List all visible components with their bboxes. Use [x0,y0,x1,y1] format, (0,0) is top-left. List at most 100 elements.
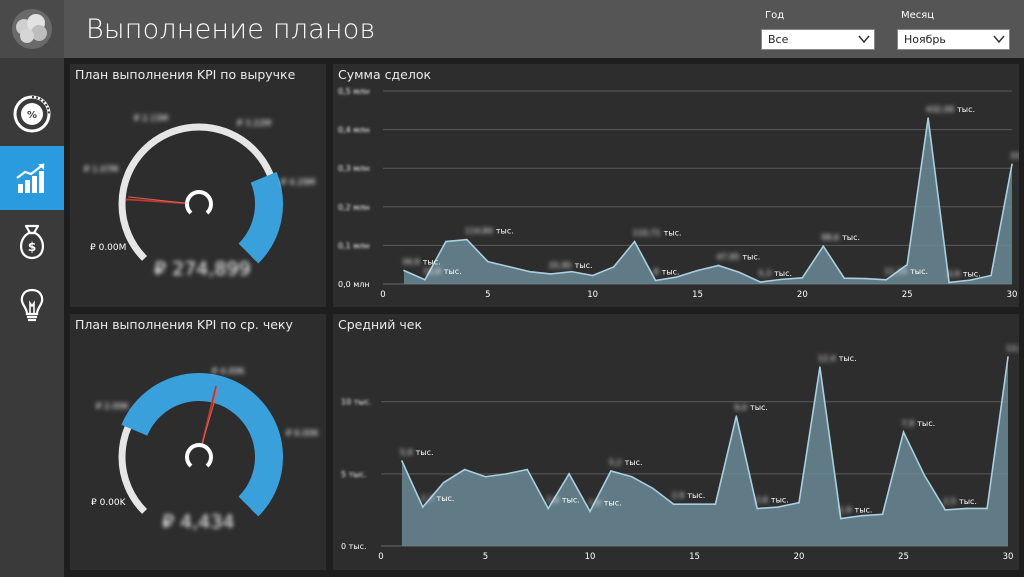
gauge-tick-label: ₽ 6.00K [286,429,319,439]
data-label-unit: тыс. [662,268,680,277]
data-point [801,277,804,279]
data-label-value: 310,45 [1010,151,1019,160]
data-point [927,117,929,119]
nav-item-idea[interactable] [0,274,64,338]
company-logo[interactable] [0,0,64,58]
data-point [717,264,720,267]
gauge-tick-label: ₽ 4.29M [281,178,315,188]
year-filter-label: Год [765,10,785,21]
y-tick-label: 10 тыс. [341,398,372,407]
data-point [675,276,678,278]
area-line [403,117,1013,284]
x-tick-label: 15 [689,552,700,562]
data-point [591,274,594,277]
data-point [445,240,447,243]
data-label: 47,95 тыс. [716,252,760,261]
data-label-unit: тыс. [604,498,622,507]
data-label-unit: тыс. [963,269,981,278]
y-tick-label: 0,5 млн [338,87,370,96]
data-label-unit: тыс. [664,229,682,238]
nav-item-percent[interactable]: % [0,82,64,146]
data-label-value: 110,71 [633,229,661,238]
data-label: 5,2 тыс. [609,458,643,467]
data-point [442,481,445,484]
data-point [986,507,988,510]
data-label: 12,4 тыс. [818,354,857,363]
y-tick-label: 0,2 млн [338,203,370,212]
nav-item-money[interactable]: $ [0,210,64,274]
data-label: 2,4 тыс. [588,498,622,507]
data-point [463,468,466,471]
panel-title: План выполнения KPI по ср. чеку [75,317,293,332]
x-tick-label: 0 [380,290,385,300]
data-label-unit: тыс. [444,267,462,276]
x-tick-label: 10 [585,552,596,562]
year-dropdown[interactable]: Все [761,29,875,50]
gauge-fill [121,373,283,517]
y-tick-label: 0,3 млн [338,164,370,173]
avg-check-gauge: ₽ 0.00K ₽ 2.00K ₽ 4.00K ₽ 6.00K ₽ 4,434 [91,367,319,533]
data-point [735,415,738,417]
data-point [651,487,654,490]
data-point [969,279,971,281]
data-label-value: 11,14 [884,267,907,276]
data-label-unit: тыс. [423,257,441,266]
data-label-value: 10,8 [423,267,441,276]
data-label-unit: тыс. [416,448,434,457]
data-label-value: 2,7 [421,494,434,503]
bar-chart-trend-icon [16,163,45,193]
header: Выполнение планов Год Все Месяц Ноябрь [64,0,1024,58]
data-point [401,460,403,462]
data-label-unit: тыс. [496,227,514,236]
cloud-logo-icon [12,9,52,49]
data-point [610,470,612,472]
data-label-value: 98,6 [821,233,839,242]
gauge-value: ₽ 274,899 [154,258,251,280]
avg-check-area-chart: 0 тыс.5 тыс.10 тыс.0 5 10 15 20 25 305,9 тыс.2,… [341,344,1019,562]
data-label-unit: тыс. [839,354,857,363]
data-point [777,506,779,508]
data-label-unit: тыс. [774,269,792,278]
x-tick-label: 25 [902,290,913,300]
deals-sum-area-chart: 0,0 млн 0,1 млн 0,2 млн 0,3 млн 0,4 млн 0,5 м… [338,87,1019,300]
data-label-unit: тыс. [959,497,977,506]
data-point [505,473,508,475]
svg-text:$: $ [28,240,36,254]
x-tick-label: 5 [485,290,490,300]
nav-item-chart[interactable] [0,146,64,210]
data-label: 2,6 тыс. [546,495,580,504]
data-point [424,278,426,281]
data-label: 25,95 тыс. [549,261,593,270]
data-label: 2,7 тыс. [421,494,455,503]
data-label: 34,9 тыс. [402,257,441,266]
data-point [654,279,657,282]
data-label-value: 2,9 [672,491,685,500]
x-tick-label: 10 [587,290,598,300]
data-point [798,501,800,504]
data-label-value: 432,09 [926,105,954,114]
avg-check-kpi-gauge-panel: План выполнения KPI по ср. чеку ₽ 0.00K ₽… [70,314,326,570]
gauge-hub [185,190,213,215]
data-label: 114,84 тыс. [465,227,514,236]
month-dropdown[interactable]: Ноябрь [897,29,1010,50]
data-point [696,269,699,272]
svg-text:%: % [27,110,37,121]
data-label-unit: тыс. [437,494,455,503]
data-point [948,281,950,284]
data-label: 3,9 тыс. [947,269,981,278]
data-point [1007,356,1009,358]
data-point [466,238,468,241]
deals-sum-chart-panel: Сумма сделок 0,0 млн 0,1 млн 0,2 млн 0,3 мл… [333,64,1019,307]
data-point [526,468,529,471]
data-label-value: 2,4 [588,498,601,507]
data-label-unit: тыс. [742,252,760,261]
area-line [401,356,1009,520]
gauge-min-label: ₽ 0.00M [90,243,126,253]
x-tick-label: 5 [483,552,488,562]
gauge-min-label: ₽ 0.00K [91,498,127,508]
data-label-value: 8 [654,268,659,277]
data-label-value: 5,2 [609,458,622,467]
data-label: 2,9 тыс. [672,491,706,500]
chart-title: Средний чек [338,317,423,332]
